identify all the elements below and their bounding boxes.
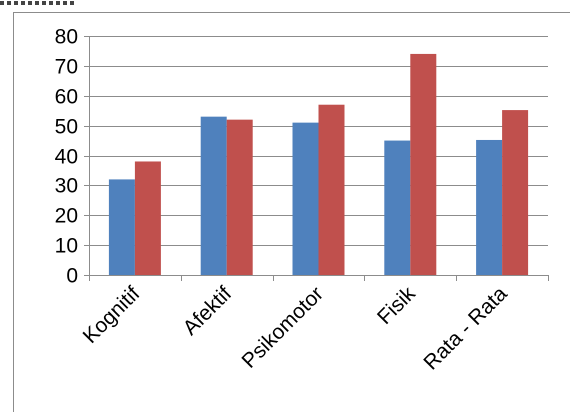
y-tick-label: 0 xyxy=(66,265,78,288)
bar-psikomotor-series-1 xyxy=(292,122,319,275)
bar-fisik-series-2 xyxy=(410,53,437,275)
axes xyxy=(89,36,549,281)
y-tick-label: 40 xyxy=(55,146,78,169)
chart-border-left xyxy=(13,12,14,412)
y-tick-label: 30 xyxy=(55,175,78,198)
x-category-label: Afektif xyxy=(179,282,237,340)
x-category-label: Kognitif xyxy=(79,282,145,348)
bar-rata-rata-series-2 xyxy=(502,110,529,275)
bar-afektif-series-1 xyxy=(200,116,227,275)
y-tick-label: 20 xyxy=(55,205,78,228)
y-axis-ticks: 0 10 20 30 40 50 60 70 80 xyxy=(55,26,78,288)
x-axis-labels: Kognitif Afektif Psikomotor Fisik Rata - Rat… xyxy=(79,282,512,375)
bars xyxy=(108,53,529,276)
bar-psikomotor-series-2 xyxy=(318,104,345,276)
y-tick-label: 80 xyxy=(55,26,78,49)
bar-kognitif-series-1 xyxy=(108,179,135,275)
bar-afektif-series-2 xyxy=(226,119,253,276)
cropped-caption-fragment xyxy=(0,0,90,8)
chart-border-top xyxy=(13,12,570,13)
x-category-label: Rata - Rata xyxy=(419,282,511,374)
x-category-label: Psikomotor xyxy=(238,282,329,373)
x-category-label: Fisik xyxy=(373,282,420,329)
y-tick-label: 10 xyxy=(55,235,78,258)
y-tick-label: 60 xyxy=(55,86,78,109)
bar-fisik-series-1 xyxy=(384,140,411,275)
bar-kognitif-series-2 xyxy=(134,161,161,275)
y-tick-label: 70 xyxy=(55,56,78,79)
bar-rata-rata-series-1 xyxy=(476,139,503,275)
y-tick-label: 50 xyxy=(55,116,78,139)
